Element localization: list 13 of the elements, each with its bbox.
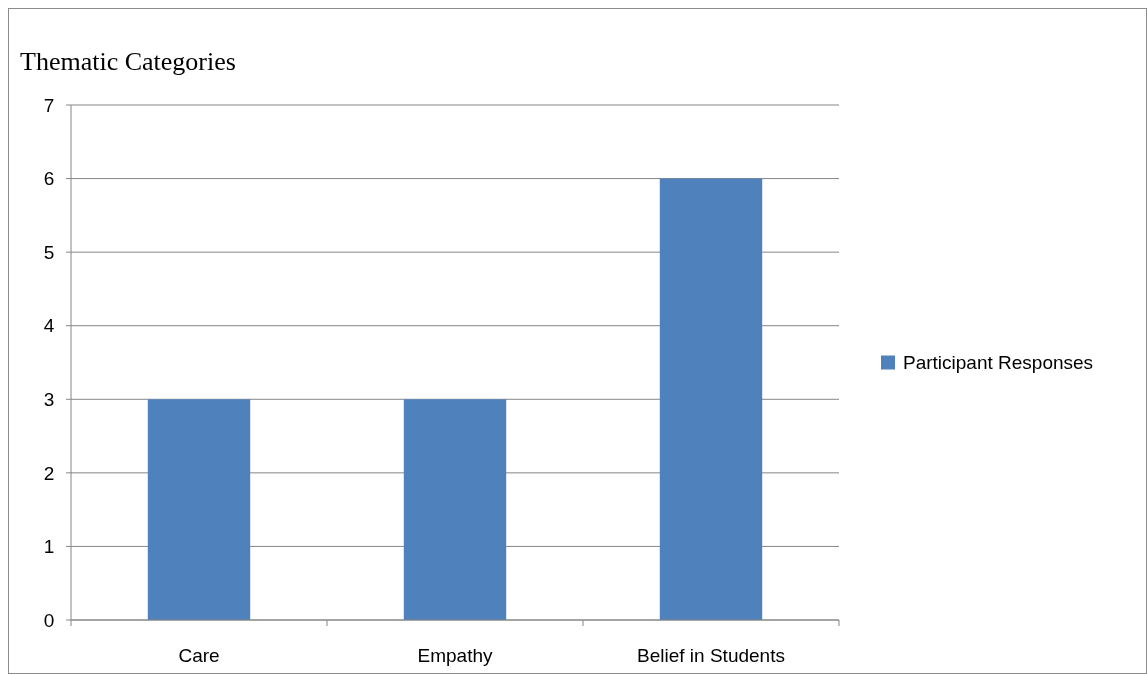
- y-tick-label: 4: [43, 315, 55, 337]
- x-tick-label: Empathy: [417, 645, 493, 666]
- y-tick-label: 5: [43, 241, 55, 263]
- y-tick-label: 1: [43, 536, 55, 558]
- y-tick-label: 7: [43, 94, 55, 116]
- y-tick-label: 6: [43, 168, 55, 190]
- y-tick-label: 3: [43, 388, 55, 410]
- x-tick-label: Care: [178, 645, 220, 666]
- legend-label: Participant Responses: [903, 352, 1094, 374]
- y-tick-label: 0: [43, 609, 55, 631]
- chart-title: Thematic Categories: [20, 47, 236, 76]
- x-tick-label: Belief in Students: [637, 645, 785, 666]
- y-tick-label: 2: [43, 462, 55, 484]
